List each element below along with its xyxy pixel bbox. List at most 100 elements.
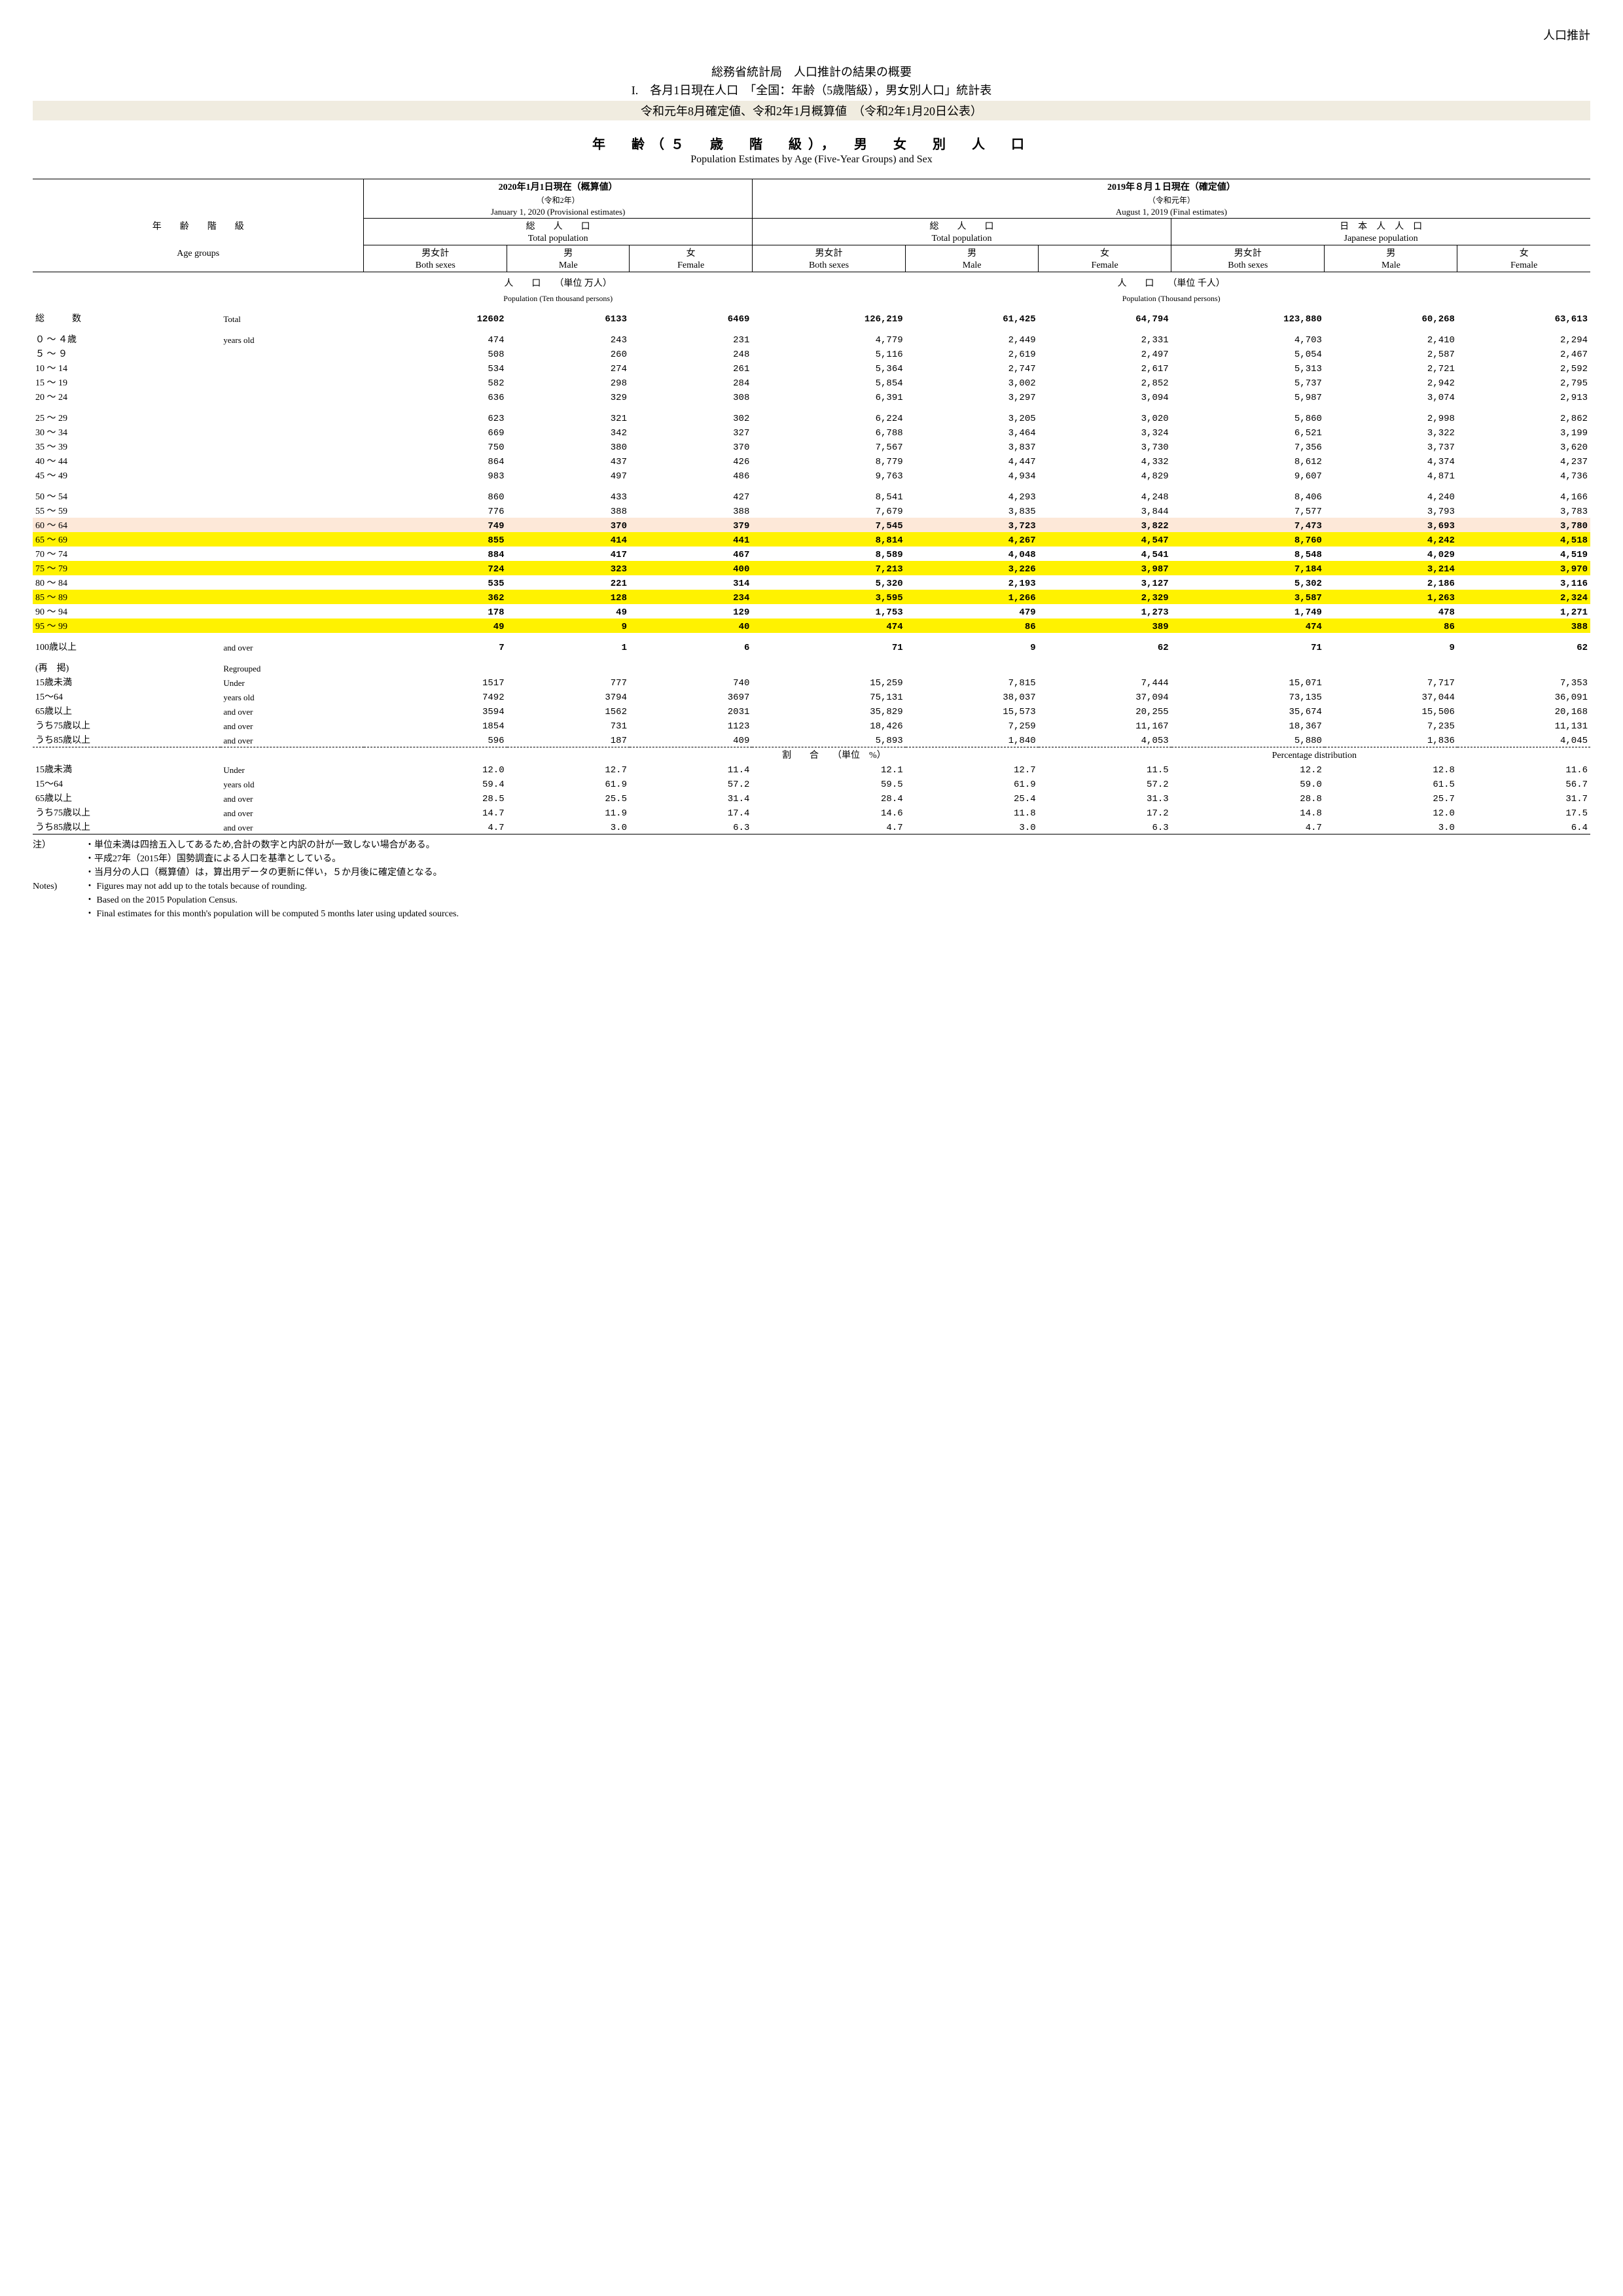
row-label-jp: うち85歳以上 [33, 819, 221, 834]
cell-value: 380 [507, 439, 630, 454]
cell-value: 362 [364, 590, 507, 604]
table-row: 総 数Total1260261336469126,21961,42564,794… [33, 311, 1590, 325]
cell-value: 3.0 [906, 819, 1039, 834]
cell-value: 623 [364, 410, 507, 425]
cell-value: 6.3 [1039, 819, 1171, 834]
cell-value: 31.7 [1457, 791, 1590, 805]
cell-value: 6469 [630, 311, 752, 325]
cell-value: 221 [507, 575, 630, 590]
cell-value: 7492 [364, 689, 507, 704]
cell-value: 4,053 [1039, 732, 1171, 747]
row-label-en [221, 439, 364, 454]
cell-value: 15,071 [1171, 675, 1325, 689]
row-label-en: and over [221, 805, 364, 819]
cell-value: 2,747 [906, 361, 1039, 375]
cell-value: 3,116 [1457, 575, 1590, 590]
cell-value: 474 [752, 619, 905, 633]
row-label-jp: 45 ～ 49 [33, 468, 221, 482]
unit1-en: Population (Ten thousand persons) [364, 293, 752, 304]
cell-value: 7,353 [1457, 675, 1590, 689]
cell-value: 61.5 [1325, 776, 1457, 791]
cell-value: 379 [630, 518, 752, 532]
cell-value: 7,567 [752, 439, 905, 454]
cell-value: 5,854 [752, 375, 905, 389]
cell-value: 7,184 [1171, 561, 1325, 575]
cell-value: 400 [630, 561, 752, 575]
h-female-2: 女 [1039, 245, 1171, 260]
cell-value: 3,793 [1325, 503, 1457, 518]
row-label-jp: 15歳未満 [33, 762, 221, 776]
cell-value: 2,913 [1457, 389, 1590, 404]
cell-value: 3,837 [906, 439, 1039, 454]
cell-value: 5,054 [1171, 346, 1325, 361]
cell-value: 433 [507, 489, 630, 503]
table-row: 85 ～ 893621282343,5951,2662,3293,5871,26… [33, 590, 1590, 604]
cell-value: 497 [507, 468, 630, 482]
cell-value: 1,266 [906, 590, 1039, 604]
cell-value: 60,268 [1325, 311, 1457, 325]
cell-value: 36,091 [1457, 689, 1590, 704]
cell-value: 5,737 [1171, 375, 1325, 389]
cell-value: 62 [1457, 639, 1590, 654]
cell-value: 6 [630, 639, 752, 654]
cell-value: 9 [906, 639, 1039, 654]
row-label-en: Regrouped [221, 660, 364, 675]
row-label-en [221, 518, 364, 532]
cell-value: 6,391 [752, 389, 905, 404]
cell-value: 479 [906, 604, 1039, 619]
cell-value: 187 [507, 732, 630, 747]
h-male-3: 男 [1325, 245, 1457, 260]
cell-value: 8,760 [1171, 532, 1325, 547]
table-row: 80 ～ 845352213145,3202,1933,1275,3022,18… [33, 575, 1590, 590]
h-both-en-2: Both sexes [752, 260, 905, 272]
cell-value: 6.4 [1457, 819, 1590, 834]
cell-value: 4,237 [1457, 454, 1590, 468]
cell-value: 3,020 [1039, 410, 1171, 425]
row-label-en: Under [221, 762, 364, 776]
cell-value: 126,219 [752, 311, 905, 325]
cell-value: 724 [364, 561, 507, 575]
row-label-en [221, 389, 364, 404]
cell-value: 71 [752, 639, 905, 654]
cell-value: 12.0 [364, 762, 507, 776]
row-label-jp: 70 ～ 74 [33, 547, 221, 561]
row-label-en: and over [221, 791, 364, 805]
cell-value: 3,737 [1325, 439, 1457, 454]
table-row: 65歳以上and over28.525.531.428.425.431.328.… [33, 791, 1590, 805]
cell-value: 4,248 [1039, 489, 1171, 503]
cell-value: 8,406 [1171, 489, 1325, 503]
cell-value: 3,074 [1325, 389, 1457, 404]
cell-value: 388 [507, 503, 630, 518]
sub-title-en: Population Estimates by Age (Five-Year G… [33, 154, 1590, 166]
cell-value: 3,214 [1325, 561, 1457, 575]
cell-value: 4,519 [1457, 547, 1590, 561]
cell-value: 28.4 [752, 791, 905, 805]
pct-header-row: 割 合 （単位 %）Percentage distribution [33, 747, 1590, 762]
cell-value: 38,037 [906, 689, 1039, 704]
h-female-3: 女 [1457, 245, 1590, 260]
cell-value: 31.3 [1039, 791, 1171, 805]
cell-value: 6133 [507, 311, 630, 325]
table-row: 95 ～ 99499404748638947486388 [33, 619, 1590, 633]
cell-value: 4,374 [1325, 454, 1457, 468]
cell-value: 2,324 [1457, 590, 1590, 604]
cell-value: 409 [630, 732, 752, 747]
cell-value: 49 [507, 604, 630, 619]
cell-value: 1,263 [1325, 590, 1457, 604]
cell-value: 3,226 [906, 561, 1039, 575]
cell-value: 860 [364, 489, 507, 503]
cell-value: 3,783 [1457, 503, 1590, 518]
cell-value: 731 [507, 718, 630, 732]
cell-value: 5,987 [1171, 389, 1325, 404]
cell-value: 17.4 [630, 805, 752, 819]
cell-value: 8,612 [1171, 454, 1325, 468]
cell-value: 3,970 [1457, 561, 1590, 575]
cell-value: 28.8 [1171, 791, 1325, 805]
notes-jp-1: ・平成27年（2015年）国勢調査による人口を基準としている。 [85, 852, 341, 866]
row-label-en [221, 619, 364, 633]
cell-value: 12.2 [1171, 762, 1325, 776]
cell-value: 750 [364, 439, 507, 454]
row-label-jp: 90 ～ 94 [33, 604, 221, 619]
cell-value: 1123 [630, 718, 752, 732]
notes-en-1: ・ Based on the 2015 Population Census. [85, 893, 238, 907]
